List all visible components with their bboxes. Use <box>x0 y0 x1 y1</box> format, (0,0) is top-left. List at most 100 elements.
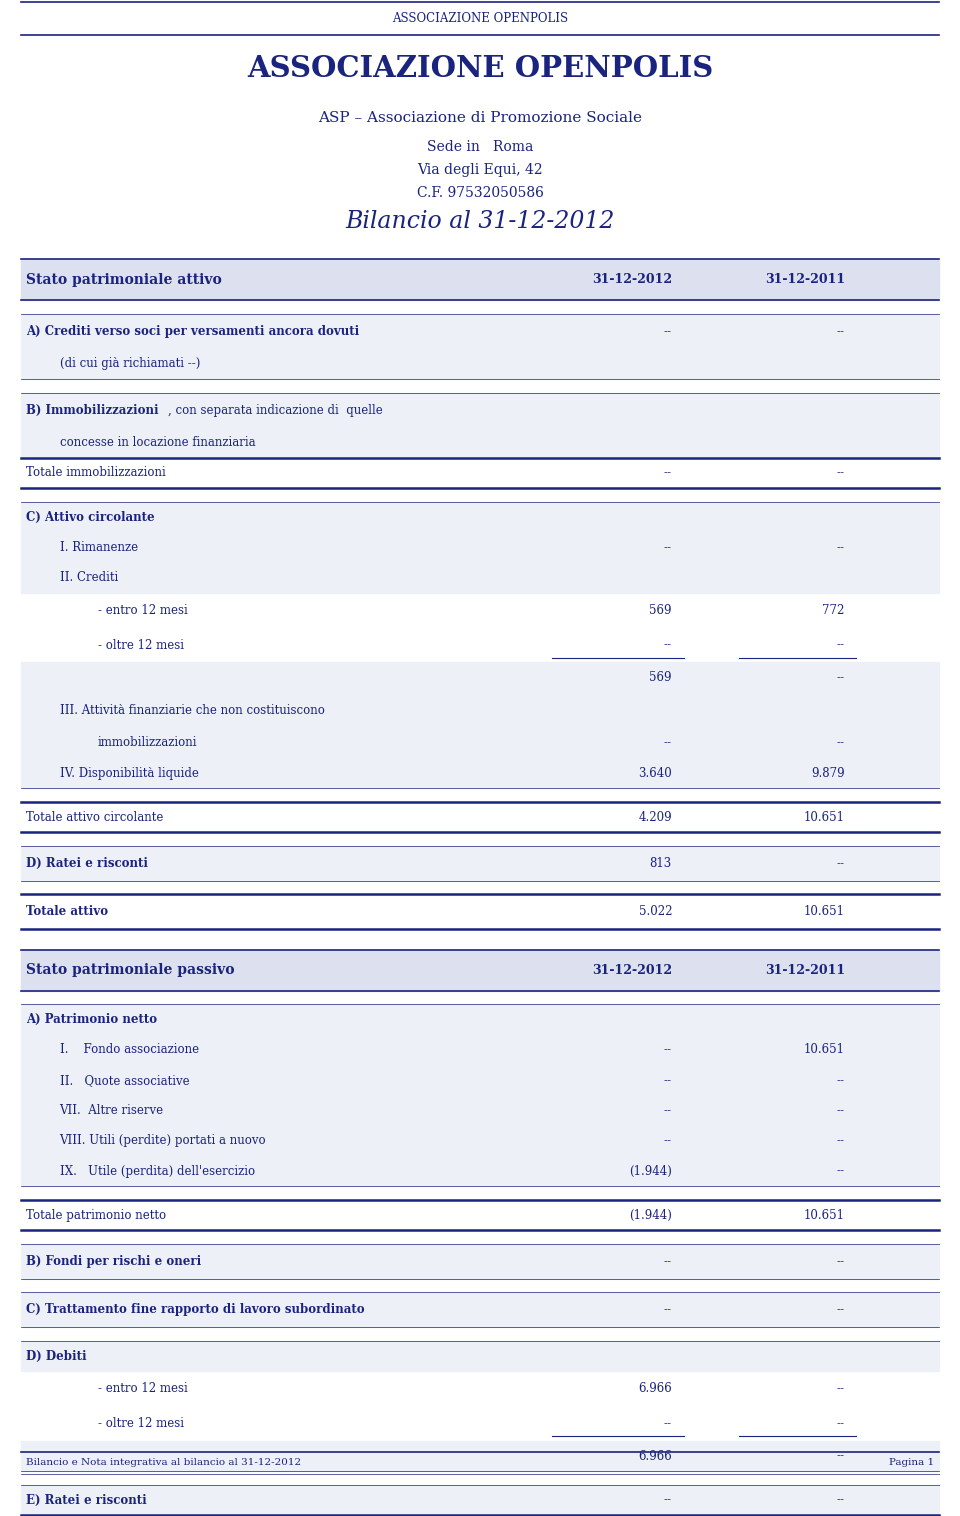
Text: 6.966: 6.966 <box>638 1383 672 1395</box>
Text: --: -- <box>837 467 845 479</box>
Text: 10.651: 10.651 <box>804 905 845 919</box>
Text: 6.966: 6.966 <box>638 1449 672 1463</box>
Text: Bilancio al 31-12-2012: Bilancio al 31-12-2012 <box>346 209 614 233</box>
Text: D) Debiti: D) Debiti <box>26 1349 86 1363</box>
Text: I.    Fondo associazione: I. Fondo associazione <box>60 1043 199 1057</box>
Text: --: -- <box>837 1383 845 1395</box>
Text: (1.944): (1.944) <box>629 1164 672 1178</box>
Text: 9.879: 9.879 <box>811 767 845 779</box>
Text: 813: 813 <box>650 857 672 870</box>
Bar <box>21 951 939 991</box>
Text: 4.209: 4.209 <box>638 811 672 823</box>
Text: --: -- <box>837 737 845 749</box>
Text: ASSOCIAZIONE OPENPOLIS: ASSOCIAZIONE OPENPOLIS <box>247 53 713 83</box>
Bar <box>21 259 939 300</box>
Bar <box>21 728 939 758</box>
Text: Bilancio e Nota integrativa al bilancio al 31-12-2012: Bilancio e Nota integrativa al bilancio … <box>26 1458 301 1467</box>
Text: --: -- <box>837 1449 845 1463</box>
Text: E) Ratei e risconti: E) Ratei e risconti <box>26 1493 147 1507</box>
Text: Stato patrimoniale attivo: Stato patrimoniale attivo <box>26 273 222 287</box>
Bar <box>21 1096 939 1126</box>
Bar <box>21 1035 939 1066</box>
Text: 10.651: 10.651 <box>804 1043 845 1057</box>
Text: IX.   Utile (perdita) dell'esercizio: IX. Utile (perdita) dell'esercizio <box>60 1164 254 1178</box>
Text: --: -- <box>837 638 845 652</box>
Bar <box>21 349 939 379</box>
Text: --: -- <box>837 857 845 870</box>
Text: III. Attività finanziarie che non costituiscono: III. Attività finanziarie che non costit… <box>60 703 324 717</box>
Text: --: -- <box>664 1493 672 1507</box>
Text: - entro 12 mesi: - entro 12 mesi <box>98 603 187 617</box>
Bar <box>21 758 939 788</box>
Bar <box>21 562 939 593</box>
Text: Totale immobilizzazioni: Totale immobilizzazioni <box>26 467 166 479</box>
Text: D) Ratei e risconti: D) Ratei e risconti <box>26 857 148 870</box>
Text: --: -- <box>664 1417 672 1430</box>
Text: 31-12-2011: 31-12-2011 <box>765 273 845 287</box>
Bar <box>21 314 939 349</box>
Text: - oltre 12 mesi: - oltre 12 mesi <box>98 1417 184 1430</box>
Bar <box>21 1066 939 1096</box>
Text: C) Trattamento fine rapporto di lavoro subordinato: C) Trattamento fine rapporto di lavoro s… <box>26 1304 365 1316</box>
Text: 569: 569 <box>650 603 672 617</box>
Text: --: -- <box>837 1134 845 1148</box>
Text: 10.651: 10.651 <box>804 811 845 823</box>
Text: A) Patrimonio netto: A) Patrimonio netto <box>26 1013 157 1026</box>
Text: --: -- <box>837 1493 845 1507</box>
Text: IV. Disponibilità liquide: IV. Disponibilità liquide <box>60 767 199 779</box>
Text: II.   Quote associative: II. Quote associative <box>60 1073 189 1087</box>
Text: , con separata indicazione di  quelle: , con separata indicazione di quelle <box>168 403 383 417</box>
Text: 3.640: 3.640 <box>638 767 672 779</box>
Bar <box>21 1005 939 1035</box>
Bar <box>21 662 939 693</box>
Text: --: -- <box>837 672 845 684</box>
Text: VIII. Utili (perdite) portati a nuovo: VIII. Utili (perdite) portati a nuovo <box>60 1134 266 1148</box>
Text: C) Attivo circolante: C) Attivo circolante <box>26 511 155 523</box>
Text: concesse in locazione finanziaria: concesse in locazione finanziaria <box>60 437 255 449</box>
Text: A) Crediti verso soci per versamenti ancora dovuti: A) Crediti verso soci per versamenti anc… <box>26 324 359 338</box>
Text: --: -- <box>837 1104 845 1117</box>
Text: B) Fondi per rischi e oneri: B) Fondi per rischi e oneri <box>26 1255 202 1267</box>
Text: C.F. 97532050586: C.F. 97532050586 <box>417 185 543 200</box>
Text: Totale patrimonio netto: Totale patrimonio netto <box>26 1208 166 1222</box>
Text: 772: 772 <box>823 603 845 617</box>
Text: --: -- <box>837 1073 845 1087</box>
Text: --: -- <box>664 1304 672 1316</box>
Bar <box>21 1157 939 1187</box>
Text: ASP – Associazione di Promozione Sociale: ASP – Associazione di Promozione Sociale <box>318 111 642 126</box>
Text: --: -- <box>664 541 672 553</box>
Text: immobilizzazioni: immobilizzazioni <box>98 737 198 749</box>
Text: ASSOCIAZIONE OPENPOLIS: ASSOCIAZIONE OPENPOLIS <box>392 12 568 26</box>
Text: --: -- <box>664 1043 672 1057</box>
Text: 5.022: 5.022 <box>638 905 672 919</box>
Text: --: -- <box>837 1417 845 1430</box>
Bar <box>21 2 939 35</box>
Text: --: -- <box>664 1134 672 1148</box>
Text: --: -- <box>664 324 672 338</box>
Text: 10.651: 10.651 <box>804 1208 845 1222</box>
Text: I. Rimanenze: I. Rimanenze <box>60 541 137 553</box>
Bar <box>21 1293 939 1328</box>
Bar <box>21 428 939 458</box>
Text: Pagina 1: Pagina 1 <box>889 1458 934 1467</box>
Text: Stato patrimoniale passivo: Stato patrimoniale passivo <box>26 963 234 978</box>
Text: --: -- <box>664 467 672 479</box>
Text: 31-12-2012: 31-12-2012 <box>592 964 672 976</box>
Text: --: -- <box>837 1304 845 1316</box>
Text: Totale attivo: Totale attivo <box>26 905 108 919</box>
Bar <box>21 1486 939 1516</box>
Text: 31-12-2012: 31-12-2012 <box>592 273 672 287</box>
Text: II. Crediti: II. Crediti <box>60 572 118 584</box>
Text: - entro 12 mesi: - entro 12 mesi <box>98 1383 187 1395</box>
Bar <box>21 532 939 562</box>
Text: --: -- <box>664 1073 672 1087</box>
Text: Sede in   Roma: Sede in Roma <box>427 139 533 155</box>
Text: 31-12-2011: 31-12-2011 <box>765 964 845 976</box>
Text: 569: 569 <box>650 672 672 684</box>
Text: --: -- <box>837 541 845 553</box>
Text: VII.  Altre riserve: VII. Altre riserve <box>60 1104 163 1117</box>
Text: - oltre 12 mesi: - oltre 12 mesi <box>98 638 184 652</box>
Bar <box>21 846 939 881</box>
Bar <box>21 1442 939 1472</box>
Text: Totale attivo circolante: Totale attivo circolante <box>26 811 163 823</box>
